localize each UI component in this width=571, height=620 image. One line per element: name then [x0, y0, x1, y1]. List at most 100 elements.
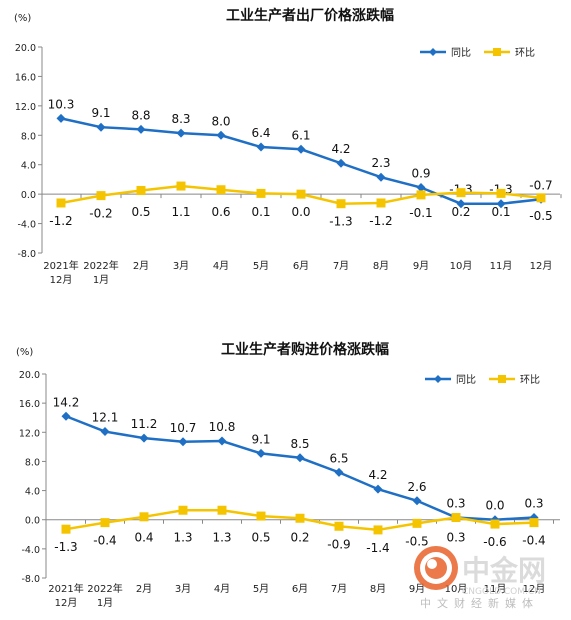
- chart-ppi-output-svg: 工业生产者出厂价格涨跌幅 (%) 20.0 16.0 12.0 8.0 4.0 0.0 -4.0…: [14, 7, 562, 286]
- chart1-data-label-1: 0.1: [251, 205, 270, 219]
- chart2-x-tick-label: 4月: [214, 583, 230, 595]
- chart2-y-tick-label: -4.0: [21, 545, 40, 556]
- chart2-legend-label-1: 环比: [520, 374, 540, 386]
- chart2-x-tick-label: 11月: [484, 583, 507, 595]
- chart1-point-1: [416, 190, 426, 200]
- chart1-data-label-1: -0.1: [409, 206, 432, 220]
- chart2-data-label-1: 0.4: [134, 531, 153, 545]
- chart2-point-1: [373, 525, 383, 535]
- chart2-x-tick-label: 7月: [331, 583, 347, 595]
- chart2-data-label-1: 0.3: [446, 531, 465, 545]
- chart2-data-label-0: 14.2: [53, 395, 80, 409]
- chart1-x-tick-label: 6月: [293, 260, 309, 272]
- chart2-data-label-1: 1.3: [212, 531, 231, 545]
- chart1-legend-label-0: 同比: [451, 47, 471, 59]
- chart2-data-label-0: 10.7: [170, 421, 197, 435]
- chart1-legend-label-1: 环比: [515, 47, 535, 59]
- chart2-y-tick-label: 12.0: [19, 428, 40, 439]
- chart2-x-tick-label: 6月: [292, 583, 308, 595]
- chart2-x-tick-label: 12月: [55, 597, 78, 609]
- chart1-y-tick-label: 4.0: [21, 161, 36, 172]
- chart1-point-1: [96, 191, 106, 201]
- chart1-point-1: [376, 198, 386, 208]
- chart1-point-1: [216, 185, 226, 195]
- chart2-data-label-0: 4.2: [368, 468, 387, 482]
- chart1-x-tick-label: 3月: [173, 260, 189, 272]
- chart1-title: 工业生产者出厂价格涨跌幅: [226, 7, 394, 24]
- chart1-data-label-1: -0.2: [89, 207, 112, 221]
- chart2-data-label-0: 12.1: [92, 411, 119, 425]
- chart1-legend-marker-0: [429, 48, 437, 56]
- chart1-data-label-1: 0.0: [291, 205, 310, 219]
- chart2-x-tick-label: 1月: [97, 597, 113, 609]
- chart1-x-tick-label: 11月: [490, 260, 513, 272]
- chart1-point-0: [496, 199, 506, 209]
- chart1-point-1: [256, 188, 266, 198]
- chart2-data-label-0: 10.8: [209, 420, 236, 434]
- chart2-data-label-1: -1.4: [366, 541, 389, 555]
- chart2-legend-label-0: 同比: [456, 374, 476, 386]
- chart2-data-label-0: 8.5: [290, 437, 309, 451]
- chart1-x-tick-label: 7月: [333, 260, 349, 272]
- chart1-y-tick-label: -8.0: [17, 249, 36, 260]
- chart1-x-tick-label: 8月: [373, 260, 389, 272]
- chart2-x-tick-label: 2022年: [87, 582, 122, 595]
- chart1-point-1: [496, 188, 506, 198]
- chart1-point-0: [416, 183, 426, 193]
- chart2-point-0: [334, 467, 344, 477]
- chart1-point-1: [136, 185, 146, 195]
- chart1-data-label-1: 0.6: [211, 205, 230, 219]
- chart1-data-label-0: -0.7: [529, 178, 552, 192]
- chart2-point-1: [412, 518, 422, 528]
- chart1-data-label-1: -1.2: [49, 214, 72, 228]
- chart2-point-0: [256, 448, 266, 458]
- chart1-data-label-0: 9.1: [91, 106, 110, 120]
- chart2-unit-label: (%): [16, 347, 33, 358]
- chart1-x-tick-label: 1月: [93, 274, 109, 286]
- chart1-data-label-1: 0.5: [131, 205, 150, 219]
- chart2-point-1: [139, 512, 149, 522]
- chart2-legend-marker-1: [498, 375, 506, 383]
- chart2-data-label-0: 9.1: [251, 432, 270, 446]
- chart2-point-0: [139, 433, 149, 443]
- chart2-data-label-0: 0.0: [485, 499, 504, 513]
- chart2-point-1: [334, 521, 344, 531]
- chart1-x-tick-label: 2022年: [83, 259, 118, 272]
- chart2-data-label-0: 0.3: [446, 497, 465, 511]
- chart1-point-1: [336, 199, 346, 209]
- chart2-data-label-1: 1.3: [173, 531, 192, 545]
- chart1-x-tick-label: 5月: [253, 260, 269, 272]
- chart-ppi-purchase-svg: 工业生产者购进价格涨跌幅 (%) 20.0 16.0 12.0 8.0 4.0 0.0 -4.0…: [16, 341, 560, 609]
- chart2-point-1: [529, 518, 539, 528]
- chart2-point-0: [295, 453, 305, 463]
- chart2-point-1: [256, 511, 266, 521]
- chart2-x-tick-label: 2021年: [48, 582, 83, 595]
- chart1-data-label-0: 8.3: [171, 112, 190, 126]
- chart1-point-1: [176, 181, 186, 191]
- chart1-point-1: [296, 189, 306, 199]
- chart1-data-label-1: 0.1: [491, 205, 510, 219]
- chart2-data-label-1: -0.9: [327, 537, 350, 551]
- chart1-data-label-0: 2.3: [371, 156, 390, 170]
- chart1-point-0: [176, 128, 186, 138]
- chart2-y-tick-label: 16.0: [19, 399, 40, 410]
- chart1-point-0: [256, 142, 266, 152]
- chart1-point-0: [56, 113, 66, 123]
- chart1-data-label-1: 0.2: [451, 205, 470, 219]
- chart1-y-tick-label: 0.0: [21, 190, 36, 201]
- chart2-x-tick-label: 10月: [445, 583, 468, 595]
- chart2-data-label-1: 0.5: [251, 531, 270, 545]
- chart1-point-1: [536, 193, 546, 203]
- chart2-y-tick-label: 8.0: [25, 457, 40, 468]
- chart1-data-label-1: -1.2: [369, 214, 392, 228]
- chart1-point-0: [216, 130, 226, 140]
- chart1-y-tick-label: 12.0: [15, 102, 36, 113]
- chart1-x-tick-label: 2月: [133, 260, 149, 272]
- chart1-data-label-1: -1.3: [329, 215, 352, 229]
- chart2-point-1: [490, 519, 500, 529]
- chart2-x-tick-label: 3月: [175, 583, 191, 595]
- chart2-point-0: [178, 437, 188, 447]
- chart2-point-0: [373, 484, 383, 494]
- chart1-x-tick-label: 4月: [213, 260, 229, 272]
- chart1-x-tick-label: 12月: [530, 260, 553, 272]
